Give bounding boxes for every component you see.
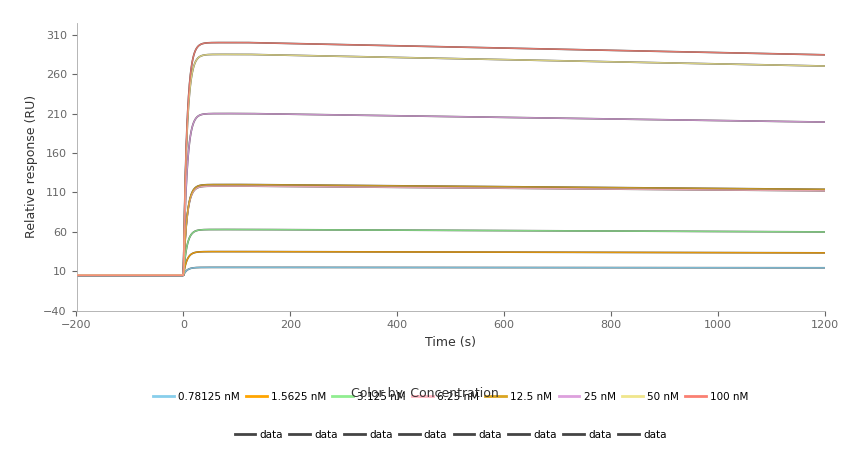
Y-axis label: Relative response (RU): Relative response (RU) <box>25 95 37 239</box>
Legend: data, data, data, data, data, data, data, data: data, data, data, data, data, data, data… <box>230 425 671 444</box>
Text: Color by: Concentration: Color by: Concentration <box>351 387 499 400</box>
X-axis label: Time (s): Time (s) <box>425 336 476 349</box>
